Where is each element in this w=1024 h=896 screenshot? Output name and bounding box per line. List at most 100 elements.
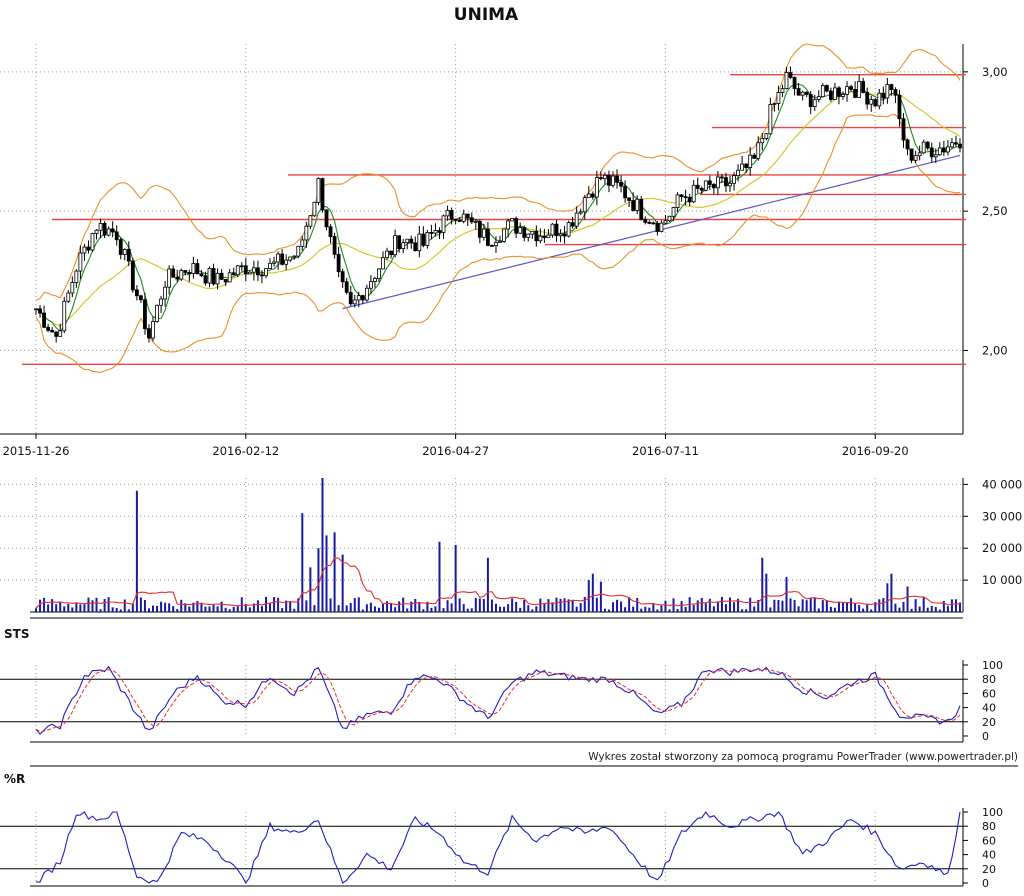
ma-long-line [35, 90, 961, 327]
candle-body [368, 281, 373, 289]
candle-body [280, 253, 285, 265]
candle-body [284, 259, 289, 265]
candle-body [841, 94, 845, 97]
candle-body [292, 255, 297, 258]
sts-label: STS [4, 627, 29, 641]
candle-body [510, 217, 515, 222]
candle-body [800, 91, 805, 96]
candle-body [98, 222, 103, 231]
volume-y-ticks: 10 000 20 000 30 000 40 000 [963, 477, 1022, 587]
candle-body [409, 238, 414, 244]
sts-y-tick-label: 40 [982, 702, 996, 715]
candle-body [481, 228, 486, 238]
candle-body [869, 99, 874, 105]
candle-body [808, 94, 813, 107]
candle-body [264, 268, 268, 277]
candle-body [687, 196, 692, 203]
candle-body [445, 209, 450, 217]
candle-body [921, 141, 926, 154]
candle-body [70, 282, 75, 294]
wr-main-line [35, 811, 961, 885]
candle-body [522, 227, 527, 238]
candle-body [603, 174, 607, 180]
candle-body [126, 248, 131, 262]
candle-body [816, 96, 821, 100]
candle-body [518, 227, 523, 234]
candle-body [917, 152, 922, 157]
candle-body [94, 229, 99, 234]
candle-body [207, 268, 212, 284]
candle-body [893, 89, 898, 96]
candle-body [348, 291, 353, 305]
candle-body [792, 77, 797, 89]
candle-body [873, 99, 878, 107]
candle-body [833, 87, 837, 100]
price-indicators [35, 43, 961, 373]
candle-body [183, 270, 188, 273]
candle-body [66, 292, 71, 302]
bollinger-upper-line [35, 43, 961, 301]
candle-body [578, 211, 583, 214]
price-levels [22, 73, 966, 366]
candle-body [639, 198, 644, 220]
candle-body [748, 154, 753, 168]
candle-body [332, 236, 337, 255]
candle-body [788, 72, 793, 78]
candle-body [364, 287, 369, 301]
candle-body [760, 138, 765, 144]
price-x-tick-label: 2016-09-20 [842, 444, 909, 458]
candle-body [849, 86, 853, 90]
candle-body [453, 218, 458, 221]
sts-y-tick-label: 20 [982, 716, 996, 729]
candle-body [711, 184, 716, 189]
candle-body [562, 233, 567, 237]
candle-body [413, 242, 418, 252]
candle-body [288, 256, 293, 261]
candle-body [845, 86, 849, 95]
candle-body [796, 88, 801, 96]
candle-body [449, 209, 454, 220]
candle-body [780, 88, 785, 93]
volume-average [35, 557, 961, 609]
candle-body [594, 177, 599, 198]
candle-body [925, 141, 930, 149]
candle-body [558, 233, 563, 237]
candle-body [885, 84, 890, 99]
candle-body [256, 267, 260, 276]
candle-body [397, 235, 402, 250]
candle-body [530, 230, 535, 235]
candle-body [219, 272, 224, 280]
candle-body [324, 209, 329, 228]
candle-body [159, 298, 163, 306]
credit-text: Wykres został stworzony za pomocą progra… [588, 751, 1018, 763]
candle-body [102, 222, 107, 236]
candle-body [118, 239, 123, 255]
candle-body [897, 94, 902, 120]
candle-body [300, 239, 305, 247]
candle-body [776, 92, 781, 104]
candle-body [179, 270, 184, 280]
candle-body [768, 104, 773, 135]
sts-y-tick-label: 60 [982, 687, 996, 700]
sts-y-tick-label: 80 [982, 673, 996, 686]
candle-body [276, 253, 280, 263]
sts-grid [0, 665, 963, 736]
candle-body [494, 242, 498, 247]
candle-body [195, 263, 200, 275]
candle-body [429, 232, 434, 234]
candle-body [772, 103, 777, 105]
candle-body [143, 299, 147, 330]
candle-body [707, 180, 712, 185]
candle-body [191, 263, 196, 275]
candle-body [381, 257, 385, 270]
price-x-ticks: 2015-11-26 2016-02-12 2016-04-27 2016-07-11… [3, 434, 909, 458]
candle-body [74, 270, 79, 283]
candle-body [163, 286, 168, 300]
candle-body [231, 272, 236, 276]
candle-body [659, 222, 664, 232]
candle-body [134, 289, 139, 297]
candle-body [296, 245, 301, 257]
volume-panel: 10 000 20 000 30 000 40 000 [0, 477, 1022, 619]
candle-body [356, 295, 361, 301]
